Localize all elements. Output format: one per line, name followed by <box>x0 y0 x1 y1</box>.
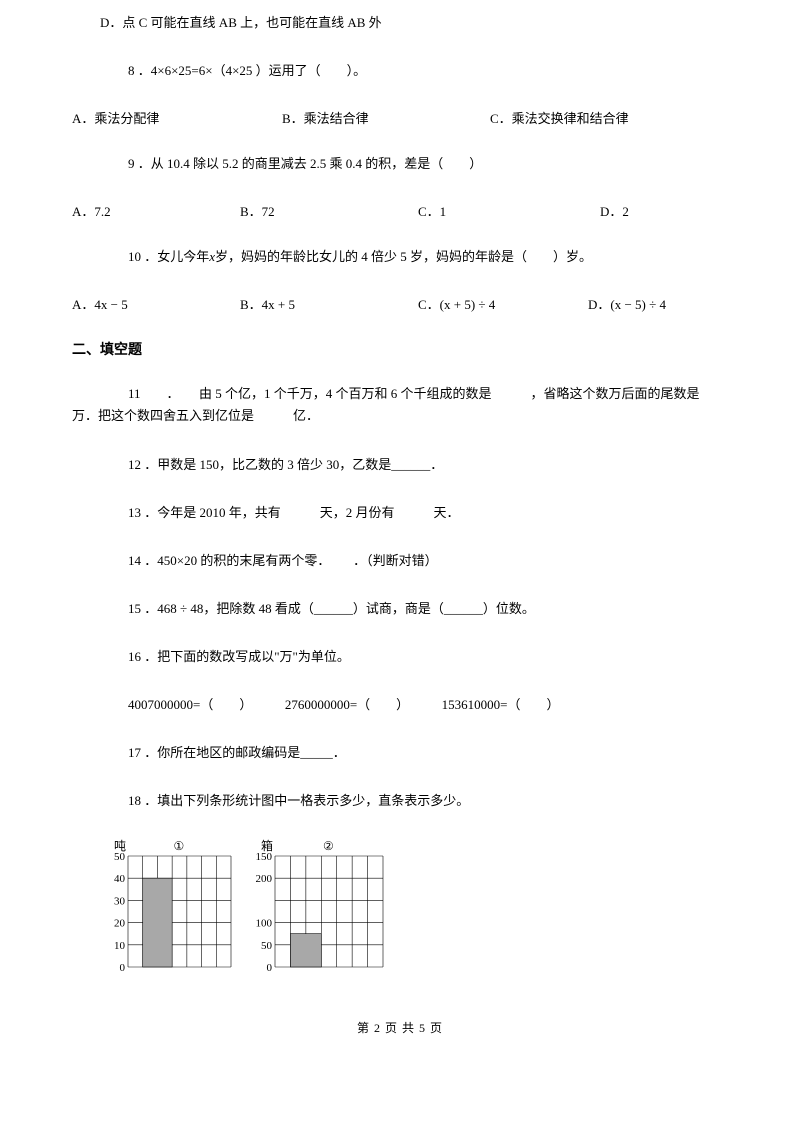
q11-text: 11 ． 由 5 个亿，1 个千万，4 个百万和 6 个千组成的数是 ，省略这个… <box>72 386 739 423</box>
q10-d-pre: D． <box>588 297 610 312</box>
svg-text:40: 40 <box>114 874 126 886</box>
q10-opt-d: D．(x − 5) ÷ 4 <box>588 294 666 313</box>
q8-opt-a: A．乘法分配律 <box>72 108 282 127</box>
charts-row: 吨①50403020100 箱②150200100500 <box>72 838 728 973</box>
question-9: 9 ．从 10.4 除以 5.2 的商里减去 2.5 乘 0.4 的积，差是（ … <box>72 153 728 175</box>
question-13: 13 ．今年是 2010 年，共有 天，2 月份有 天． <box>72 502 728 524</box>
question-17: 17 ．你所在地区的邮政编码是_____． <box>72 742 728 764</box>
section-2-title: 二、填空题 <box>72 339 728 359</box>
svg-text:200: 200 <box>256 874 273 886</box>
q9-opt-a: A．7.2 <box>72 201 240 220</box>
q8-opt-b: B．乘法结合律 <box>282 108 490 127</box>
bar-chart-svg: 箱②150200100500 <box>247 838 387 973</box>
q15-expr: 468 ÷ 48 <box>157 601 203 616</box>
q10-c-expr: (x + 5) ÷ 4 <box>440 297 496 312</box>
svg-text:100: 100 <box>256 918 273 930</box>
svg-text:②: ② <box>323 839 334 853</box>
question-10: 10 ．女儿今年x岁，妈妈的年龄比女儿的 4 倍少 5 岁，妈妈的年龄是（ ）岁… <box>72 246 728 268</box>
q15-post: ，把除数 48 看成（______）试商，商是（______）位数。 <box>203 601 535 616</box>
svg-text:20: 20 <box>114 918 126 930</box>
q10-opt-a: A．4x − 5 <box>72 294 240 313</box>
q10-opt-c: C．(x + 5) ÷ 4 <box>418 294 588 313</box>
svg-text:0: 0 <box>120 962 126 973</box>
q10-d-expr: (x − 5) ÷ 4 <box>610 297 666 312</box>
q10-b-pre: B． <box>240 297 262 312</box>
question-14: 14 ．450×20 的积的末尾有两个零． ．（判断对错） <box>72 550 728 572</box>
question-15: 15 ．468 ÷ 48，把除数 48 看成（______）试商，商是（____… <box>72 598 728 620</box>
question-8-options: A．乘法分配律 B．乘法结合律 C．乘法交换律和结合律 <box>72 108 728 127</box>
q9-opt-d: D．2 <box>600 201 629 220</box>
chart-1: 吨①50403020100 <box>100 838 235 973</box>
q10-pre: 10 ．女儿今年 <box>128 249 209 264</box>
question-18: 18 ．填出下列条形统计图中一格表示多少，直条表示多少。 <box>72 790 728 812</box>
q9-opt-b: B．72 <box>240 201 418 220</box>
question-9-options: A．7.2 B．72 C．1 D．2 <box>72 201 728 220</box>
question-11: 11 ． 由 5 个亿，1 个千万，4 个百万和 6 个千组成的数是 ，省略这个… <box>72 383 728 427</box>
svg-text:50: 50 <box>114 851 126 863</box>
q10-mid: 岁，妈妈的年龄比女儿的 4 倍少 5 岁，妈妈的年龄是（ ）岁。 <box>215 249 592 264</box>
q10-a-expr: 4x − 5 <box>94 297 127 312</box>
svg-text:0: 0 <box>267 962 273 973</box>
question-10-options: A．4x − 5 B．4x + 5 C．(x + 5) ÷ 4 D．(x − 5… <box>72 294 728 313</box>
svg-text:①: ① <box>174 839 185 853</box>
option-d: D．点 C 可能在直线 AB 上，也可能在直线 AB 外 <box>72 12 728 34</box>
svg-text:150: 150 <box>256 851 273 863</box>
q10-opt-b: B．4x + 5 <box>240 294 418 313</box>
question-16a: 16 ．把下面的数改写成以"万"为单位。 <box>72 646 728 668</box>
q10-c-pre: C． <box>418 297 440 312</box>
svg-text:50: 50 <box>261 940 273 952</box>
q10-a-pre: A． <box>72 297 94 312</box>
bar-chart-svg: 吨①50403020100 <box>100 838 235 973</box>
question-12: 12 ．甲数是 150，比乙数的 3 倍少 30，乙数是______． <box>72 454 728 476</box>
question-16b: 4007000000=（ ） 2760000000=（ ） 153610000=… <box>72 694 728 716</box>
svg-text:10: 10 <box>114 940 126 952</box>
q8-opt-c: C．乘法交换律和结合律 <box>490 108 629 127</box>
question-8: 8 ．4×6×25=6×（4×25 ）运用了（ ）。 <box>72 60 728 82</box>
page-footer: 第 2 页 共 5 页 <box>72 1019 728 1036</box>
q10-b-expr: 4x + 5 <box>262 297 295 312</box>
q9-opt-c: C．1 <box>418 201 600 220</box>
svg-text:30: 30 <box>114 896 126 908</box>
chart-2: 箱②150200100500 <box>247 838 387 973</box>
q15-pre: 15 ． <box>128 601 157 616</box>
page: D．点 C 可能在直线 AB 上，也可能在直线 AB 外 8 ．4×6×25=6… <box>0 0 800 1066</box>
